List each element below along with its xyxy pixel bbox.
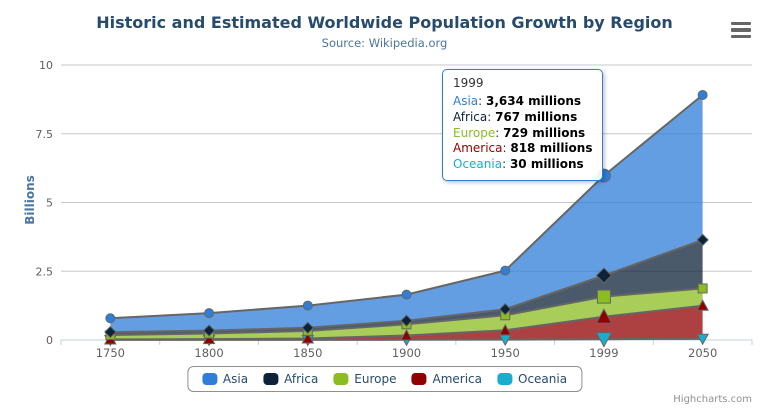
yaxis-label: 10 bbox=[39, 59, 53, 72]
legend-label: Asia bbox=[222, 372, 249, 386]
asia-point-marker[interactable] bbox=[105, 313, 116, 324]
legend-label: America bbox=[432, 372, 483, 386]
america-legend-swatch bbox=[411, 373, 427, 385]
xaxis-label: 1750 bbox=[96, 346, 125, 360]
yaxis-label: 7.5 bbox=[36, 128, 54, 141]
legend: Asia Africa Europe America Oceania bbox=[186, 366, 583, 392]
europe-legend-swatch bbox=[333, 373, 349, 385]
legend-item-africa[interactable]: Africa bbox=[263, 372, 318, 386]
africa-point-marker[interactable] bbox=[499, 302, 512, 316]
tooltip: 1999 Asia: 3,634 millions Africa: 767 mil… bbox=[442, 69, 604, 181]
america-area-series[interactable] bbox=[110, 305, 703, 340]
africa-point-marker[interactable] bbox=[104, 325, 117, 339]
xaxis-label: 1800 bbox=[194, 346, 223, 360]
legend-item-europe[interactable]: Europe bbox=[333, 372, 397, 386]
chart-title: Historic and Estimated Worldwide Populat… bbox=[96, 13, 673, 32]
tooltip-row-america: America: 818 millions bbox=[453, 141, 593, 156]
yaxis-label: 5 bbox=[46, 197, 53, 210]
asia-point-marker[interactable] bbox=[302, 300, 313, 311]
oceania-point-marker[interactable] bbox=[595, 332, 613, 348]
asia-point-marker[interactable] bbox=[204, 308, 215, 319]
africa-area-series[interactable] bbox=[110, 239, 703, 335]
africa-legend-swatch bbox=[263, 373, 279, 385]
xaxis-label: 1999 bbox=[589, 346, 618, 360]
africa-point-marker[interactable] bbox=[696, 233, 709, 247]
asia-point-marker[interactable] bbox=[401, 289, 412, 300]
yaxis-label: 0 bbox=[46, 334, 53, 347]
tooltip-row-africa: Africa: 767 millions bbox=[453, 109, 578, 124]
oceania-legend-swatch bbox=[497, 373, 513, 385]
africa-point-marker[interactable] bbox=[400, 314, 413, 327]
america-point-marker[interactable] bbox=[400, 329, 413, 341]
legend-label: Africa bbox=[284, 372, 319, 386]
america-point-marker[interactable] bbox=[595, 308, 613, 324]
asia-legend-swatch bbox=[201, 373, 217, 385]
europe-point-marker[interactable] bbox=[697, 283, 708, 294]
xaxis-label: 1950 bbox=[491, 346, 520, 360]
asia-point-marker[interactable] bbox=[697, 90, 708, 101]
tooltip-row-europe: Europe: 729 millions bbox=[453, 125, 586, 140]
oceania-point-marker[interactable] bbox=[696, 333, 709, 346]
xaxis-label: 1900 bbox=[392, 346, 421, 360]
legend-item-america[interactable]: America bbox=[411, 372, 483, 386]
credits-link[interactable]: Highcharts.com bbox=[673, 394, 752, 405]
america-point-marker[interactable] bbox=[696, 299, 709, 311]
asia-point-marker[interactable] bbox=[500, 265, 511, 276]
legend-label: Oceania bbox=[518, 372, 568, 386]
xaxis-label: 2050 bbox=[688, 346, 717, 360]
europe-point-marker[interactable] bbox=[596, 289, 611, 304]
america-point-marker[interactable] bbox=[498, 323, 512, 336]
xaxis-label: 1850 bbox=[293, 346, 322, 360]
legend-label: Europe bbox=[354, 372, 397, 386]
africa-point-marker[interactable] bbox=[301, 321, 314, 335]
legend-item-asia[interactable]: Asia bbox=[201, 372, 249, 386]
america-point-marker[interactable] bbox=[202, 332, 216, 345]
chart-subtitle: Source: Wikipedia.org bbox=[321, 36, 448, 50]
africa-point-marker[interactable] bbox=[595, 267, 613, 284]
africa-point-marker[interactable] bbox=[202, 324, 216, 337]
america-point-marker[interactable] bbox=[301, 331, 315, 344]
hamburger-menu-icon[interactable] bbox=[731, 22, 751, 38]
tooltip-header: 1999 bbox=[453, 76, 484, 90]
tooltip-row-asia: Asia: 3,634 millions bbox=[453, 94, 582, 108]
legend-item-oceania[interactable]: Oceania bbox=[497, 372, 567, 386]
yaxis-label: 2.5 bbox=[36, 265, 54, 278]
tooltip-row-oceania: Oceania: 30 millions bbox=[453, 157, 584, 172]
asia-area-series[interactable] bbox=[110, 95, 703, 333]
